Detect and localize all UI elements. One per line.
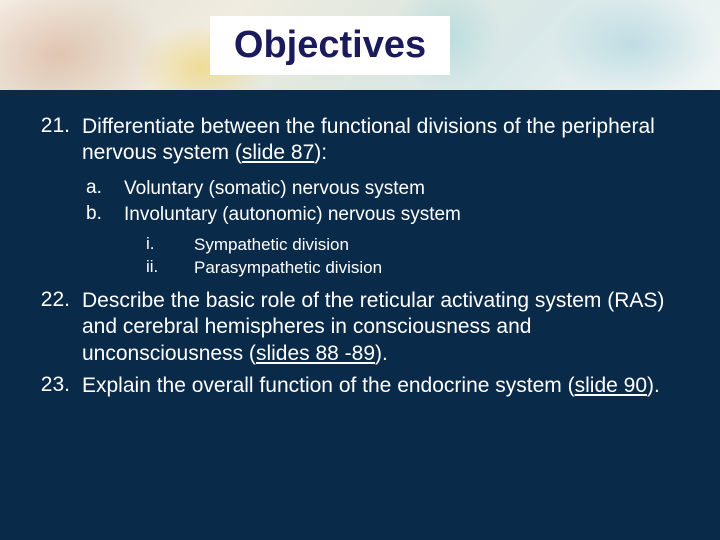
objective-number: 22. (36, 288, 82, 367)
subsubitem-numeral: i. (146, 234, 194, 256)
subsubitem-numeral: ii. (146, 257, 194, 279)
objective-item: 23. Explain the overall function of the … (36, 373, 684, 399)
slide-link[interactable]: slide 87 (242, 141, 314, 164)
subsubitem-text: Sympathetic division (194, 234, 684, 256)
subitem-letter: b. (82, 203, 124, 228)
subitem-letter: a. (82, 177, 124, 202)
slide-link[interactable]: slides 88 -89 (256, 342, 375, 365)
objective-text: Explain the overall function of the endo… (82, 373, 684, 399)
slide-content: 21. Differentiate between the functional… (0, 90, 720, 425)
slide-title: Objectives (234, 24, 426, 67)
objective-number: 23. (36, 373, 82, 399)
title-box: Objectives (210, 16, 450, 75)
objective-subsubitem: ii. Parasympathetic division (146, 257, 684, 279)
objective-subitem: a. Voluntary (somatic) nervous system (82, 177, 684, 202)
subitem-text: Involuntary (autonomic) nervous system (124, 203, 684, 228)
subsubitem-text: Parasympathetic division (194, 257, 684, 279)
objective-number: 21. (36, 114, 82, 167)
slide-header: Objectives (0, 0, 720, 90)
slide-link[interactable]: slide 90 (575, 374, 647, 397)
objective-item: 21. Differentiate between the functional… (36, 114, 684, 167)
objective-subsubitem: i. Sympathetic division (146, 234, 684, 256)
objective-text: Describe the basic role of the reticular… (82, 288, 684, 367)
objective-subitem: b. Involuntary (autonomic) nervous syste… (82, 203, 684, 228)
objective-text: Differentiate between the functional div… (82, 114, 684, 167)
subitem-text: Voluntary (somatic) nervous system (124, 177, 684, 202)
objective-item: 22. Describe the basic role of the retic… (36, 288, 684, 367)
